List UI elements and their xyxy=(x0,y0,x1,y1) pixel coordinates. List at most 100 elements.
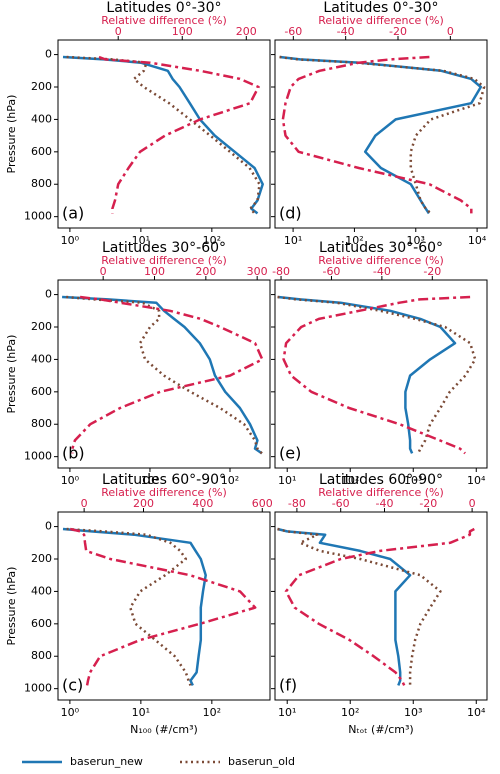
profile-line xyxy=(277,527,442,686)
profile-line xyxy=(282,295,471,455)
y-tick-label: 600 xyxy=(31,617,52,630)
x-tick-label: 10² xyxy=(341,474,359,487)
panel: Latitudes 60°-90°Relative difference (%)… xyxy=(5,472,273,736)
panel: Latitudes 0°-30°Relative difference (%) 1… xyxy=(271,0,488,247)
profile-line xyxy=(66,55,261,215)
x2-tick-label: -20 xyxy=(423,265,441,278)
x-tick-label: 10³ xyxy=(404,474,422,487)
profile-line xyxy=(69,527,257,686)
panel-label: (c) xyxy=(62,676,83,695)
y-tick-label: 800 xyxy=(31,417,52,430)
x-tick-label: 10⁴ xyxy=(467,706,486,719)
profile-line xyxy=(277,527,412,686)
x-tick-label: 10¹ xyxy=(278,474,296,487)
y-tick-label: 1000 xyxy=(24,210,52,223)
legend-entry: baserun_new xyxy=(22,755,143,768)
y-tick-label: 200 xyxy=(31,320,52,333)
y-tick-label: 0 xyxy=(45,48,52,61)
y-tick-label: 400 xyxy=(31,352,52,365)
panel-title: Latitudes 60°-90° xyxy=(102,472,226,488)
profile-line xyxy=(66,527,192,686)
axes-frame xyxy=(57,511,271,701)
profile-line xyxy=(62,55,264,215)
y-tick-label: 0 xyxy=(45,288,52,301)
x2-tick-label: 0 xyxy=(447,25,454,38)
x-tick-label: 10¹ xyxy=(132,706,150,719)
x-tick-label: 10² xyxy=(341,706,359,719)
profile-line xyxy=(62,295,263,455)
x2-axis-label: Relative difference (%) xyxy=(318,254,444,267)
x-axis-label: Nₜₒₜ (#/cm³) xyxy=(348,723,413,736)
x2-tick-label: -80 xyxy=(288,497,306,510)
x-axis-label: N₁₀₀ (#/cm³) xyxy=(130,723,198,736)
panel: Latitudes 30°-60°Relative difference (%)… xyxy=(5,240,271,487)
x-tick-label: 10² xyxy=(345,234,363,247)
axes-frame xyxy=(57,39,271,229)
profile-line xyxy=(279,55,483,215)
profile-line xyxy=(62,527,207,686)
y-axis-label: Pressure (hPa) xyxy=(5,95,18,174)
x2-tick-label: 300 xyxy=(247,265,268,278)
panel-title: Latitudes 30°-60° xyxy=(102,240,226,256)
x-tick-label: 10¹ xyxy=(132,234,150,247)
y-tick-label: 400 xyxy=(31,112,52,125)
x2-tick-label: -80 xyxy=(272,265,290,278)
x2-tick-label: 200 xyxy=(236,25,257,38)
x-tick-label: 10¹ xyxy=(141,474,159,487)
plot-area xyxy=(62,527,257,686)
x-tick-label: 10⁰ xyxy=(61,474,80,487)
legend-label: baserun_new xyxy=(70,755,143,768)
panel-title: Latitudes 0°-30° xyxy=(323,0,438,16)
legend-entry: baserun_old xyxy=(180,755,295,768)
x2-axis-label: Relative difference (%) xyxy=(318,14,444,27)
axes-frame xyxy=(274,279,488,469)
x2-tick-label: -60 xyxy=(332,497,350,510)
profile-line xyxy=(281,55,473,214)
x2-tick-label: -40 xyxy=(337,25,355,38)
y-tick-label: 400 xyxy=(31,584,52,597)
panel: Latitudes 0°-30°Relative difference (%)0… xyxy=(5,0,271,247)
plot-area xyxy=(277,295,477,455)
y-tick-label: 600 xyxy=(31,145,52,158)
x2-tick-label: 100 xyxy=(172,25,193,38)
y-tick-label: 200 xyxy=(31,80,52,93)
x2-tick-label: 200 xyxy=(133,497,154,510)
panel-title: Latitudes 30°-60° xyxy=(319,240,443,256)
profile-line xyxy=(284,527,475,686)
x2-axis-label: Relative difference (%) xyxy=(101,486,227,499)
x-tick-label: 10⁴ xyxy=(467,474,486,487)
y-tick-label: 1000 xyxy=(24,682,52,695)
profile-line xyxy=(277,295,477,454)
y-axis-label: Pressure (hPa) xyxy=(5,335,18,414)
x-tick-label: 10⁴ xyxy=(468,234,487,247)
x-tick-label: 10¹ xyxy=(278,706,296,719)
x-tick-label: 10² xyxy=(203,234,221,247)
x2-tick-label: 200 xyxy=(195,265,216,278)
x2-tick-label: 0 xyxy=(115,25,122,38)
x2-tick-label: 400 xyxy=(192,497,213,510)
x2-tick-label: -40 xyxy=(376,497,394,510)
x-tick-label: 10³ xyxy=(407,234,425,247)
axes-frame xyxy=(274,39,488,229)
y-tick-label: 1000 xyxy=(24,450,52,463)
x2-tick-label: 0 xyxy=(100,265,107,278)
legend-label: baserun_old xyxy=(228,755,295,768)
plot-area xyxy=(62,295,264,455)
x-tick-label: 10⁰ xyxy=(61,234,80,247)
x2-tick-label: -20 xyxy=(389,25,407,38)
x2-axis-label: Relative difference (%) xyxy=(101,254,227,267)
panel-title: Latitudes 0°-30° xyxy=(106,0,221,16)
plot-area xyxy=(277,527,475,686)
x2-tick-label: -60 xyxy=(284,25,302,38)
axes-frame xyxy=(274,511,488,701)
axes-frame xyxy=(57,279,271,469)
panel-title: Latitudes 60°-90° xyxy=(319,472,443,488)
panel: Latitudes 60°-90°Relative difference (%)… xyxy=(271,472,488,736)
y-axis-label: Pressure (hPa) xyxy=(5,567,18,646)
x-tick-label: 10³ xyxy=(404,706,422,719)
x2-tick-label: 100 xyxy=(144,265,165,278)
plot-area xyxy=(279,55,486,215)
x-tick-label: 10¹ xyxy=(284,234,302,247)
y-tick-label: 800 xyxy=(31,177,52,190)
